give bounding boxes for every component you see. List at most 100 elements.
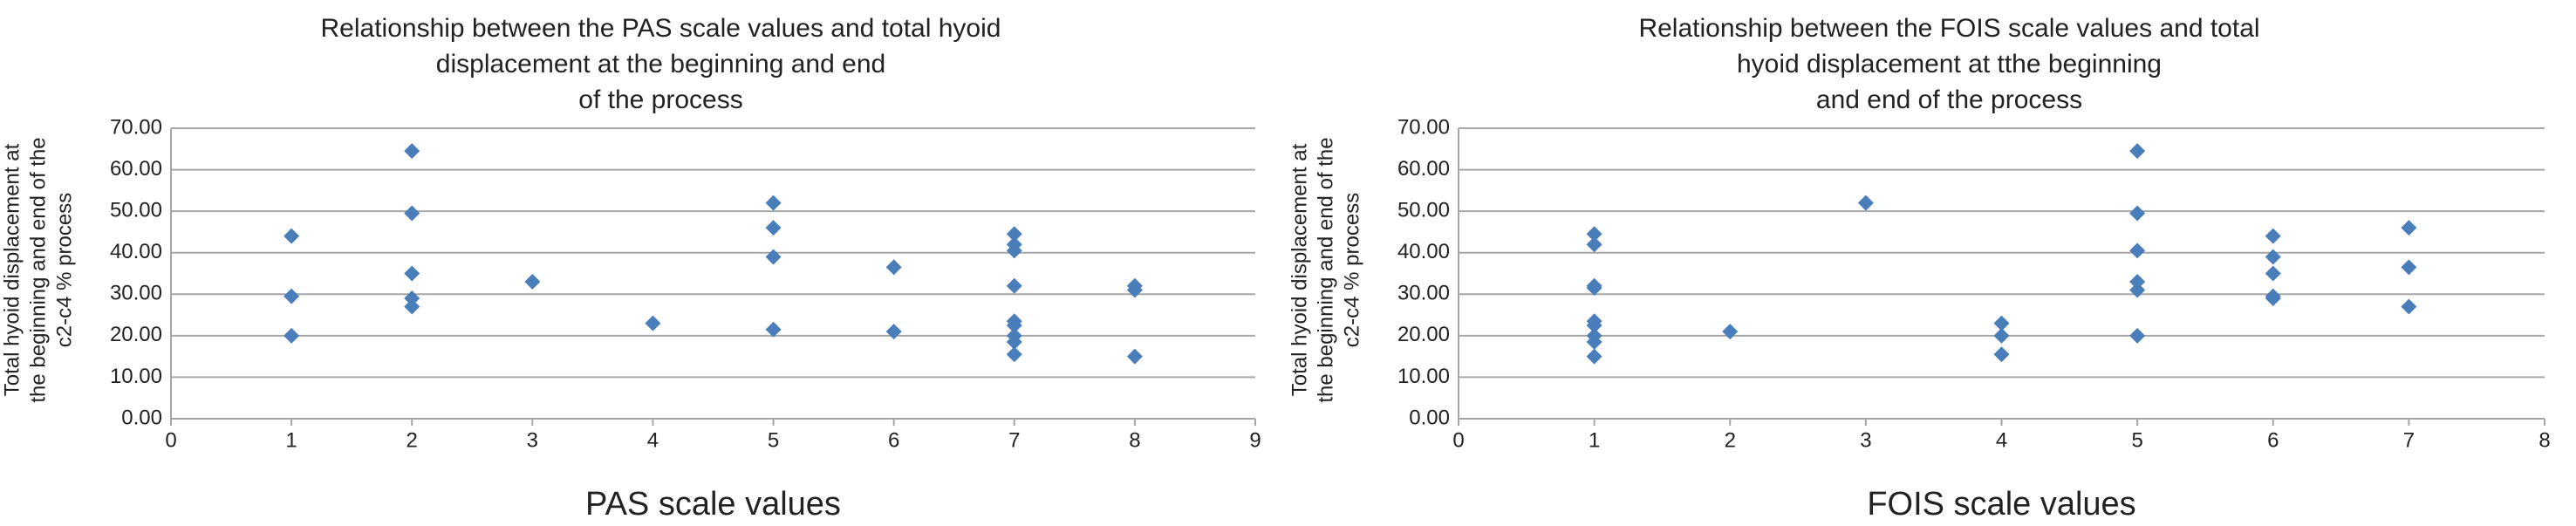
point xyxy=(2401,220,2417,236)
point xyxy=(1126,348,1143,365)
point xyxy=(1006,317,1022,333)
y-tick-label: 70.00 xyxy=(110,115,162,139)
x-tick-label: 1 xyxy=(1589,428,1600,452)
point xyxy=(1006,277,1022,294)
x-tick-label: 4 xyxy=(647,428,659,452)
point xyxy=(1006,333,1022,350)
point xyxy=(2265,290,2281,307)
x-tick-label: 8 xyxy=(2538,428,2550,452)
point xyxy=(1586,226,1602,243)
x-axis-label: FOIS scale values xyxy=(1867,486,2135,523)
y-tick-label: 0.00 xyxy=(1409,406,1450,429)
y-axis-label: Total hyoid displacement at xyxy=(0,143,24,396)
point xyxy=(1586,280,1602,297)
y-tick-label: 40.00 xyxy=(1397,240,1450,263)
chart-title: hyoid displacement at tthe beginning xyxy=(1737,50,2162,79)
point xyxy=(1586,236,1602,253)
y-tick-label: 50.00 xyxy=(1397,198,1450,222)
y-tick-label: 10.00 xyxy=(110,365,162,388)
x-tick-label: 9 xyxy=(1249,428,1261,452)
chart: Relationship between the FOIS scale valu… xyxy=(1288,14,2550,523)
x-tick-label: 1 xyxy=(285,428,297,452)
y-axis-label: c2-c4 % process xyxy=(1340,193,1363,347)
point xyxy=(885,324,902,340)
point xyxy=(1586,333,1602,350)
chart-title: and end of the process xyxy=(1816,85,2082,114)
y-tick-label: 70.00 xyxy=(1397,115,1450,139)
point xyxy=(645,315,661,331)
x-tick-label: 4 xyxy=(1996,428,2007,452)
point xyxy=(404,265,420,282)
point xyxy=(2129,205,2146,222)
x-tick-label: 2 xyxy=(407,428,418,452)
point xyxy=(2401,259,2417,276)
chart-title: Relationship between the FOIS scale valu… xyxy=(1638,14,2259,43)
x-tick-label: 6 xyxy=(2267,428,2279,452)
y-axis-label: the beginning and end of the xyxy=(1314,137,1337,402)
point xyxy=(2129,143,2146,160)
point xyxy=(2401,298,2417,315)
y-tick-label: 0.00 xyxy=(121,406,162,429)
point xyxy=(2265,265,2281,282)
point xyxy=(2265,249,2281,265)
y-axis-label: Total hyoid displacement at xyxy=(1288,143,1311,396)
point xyxy=(524,274,541,290)
point xyxy=(284,288,300,304)
chart: Relationship between the PAS scale value… xyxy=(0,14,1261,523)
y-tick-label: 40.00 xyxy=(110,240,162,263)
y-tick-label: 20.00 xyxy=(1397,323,1450,346)
point xyxy=(765,249,782,265)
point xyxy=(1006,226,1022,243)
x-tick-label: 5 xyxy=(2131,428,2142,452)
point xyxy=(1993,315,2010,331)
point xyxy=(2129,243,2146,259)
x-tick-label: 5 xyxy=(768,428,779,452)
point xyxy=(1993,346,2010,363)
y-tick-label: 60.00 xyxy=(110,157,162,181)
point xyxy=(404,290,420,307)
point xyxy=(885,259,902,276)
point xyxy=(1006,346,1022,363)
point xyxy=(1993,327,2010,344)
point xyxy=(1126,282,1143,298)
point xyxy=(1006,243,1022,259)
chart-title: Relationship between the PAS scale value… xyxy=(321,14,1001,43)
x-tick-label: 3 xyxy=(1860,428,1871,452)
point xyxy=(2265,228,2281,244)
point xyxy=(2129,274,2146,290)
y-tick-label: 30.00 xyxy=(1397,282,1450,305)
point xyxy=(404,205,420,222)
x-tick-label: 7 xyxy=(1008,428,1020,452)
x-tick-label: 7 xyxy=(2403,428,2415,452)
point xyxy=(1857,195,1874,211)
point xyxy=(2129,282,2146,298)
point xyxy=(1586,348,1602,365)
point xyxy=(1722,324,1739,340)
point xyxy=(765,321,782,338)
x-tick-label: 6 xyxy=(888,428,899,452)
y-tick-label: 10.00 xyxy=(1397,365,1450,388)
point xyxy=(404,143,420,160)
y-tick-label: 30.00 xyxy=(110,282,162,305)
x-tick-label: 0 xyxy=(165,428,176,452)
point xyxy=(765,220,782,236)
x-tick-label: 8 xyxy=(1129,428,1140,452)
x-tick-label: 2 xyxy=(1725,428,1736,452)
point xyxy=(1586,317,1602,333)
y-axis-label: the beginning and end of the xyxy=(26,137,50,402)
point xyxy=(765,195,782,211)
y-tick-label: 50.00 xyxy=(110,198,162,222)
x-tick-label: 3 xyxy=(527,428,538,452)
x-tick-label: 0 xyxy=(1452,428,1464,452)
point xyxy=(404,298,420,315)
chart-title: of the process xyxy=(578,85,742,114)
x-axis-label: PAS scale values xyxy=(585,486,841,523)
point xyxy=(2129,327,2146,344)
y-tick-label: 60.00 xyxy=(1397,157,1450,181)
y-axis-label: c2-c4 % process xyxy=(52,193,76,347)
y-tick-label: 20.00 xyxy=(110,323,162,346)
chart-title: displacement at the beginning and end xyxy=(436,50,885,79)
point xyxy=(284,228,300,244)
point xyxy=(284,327,300,344)
